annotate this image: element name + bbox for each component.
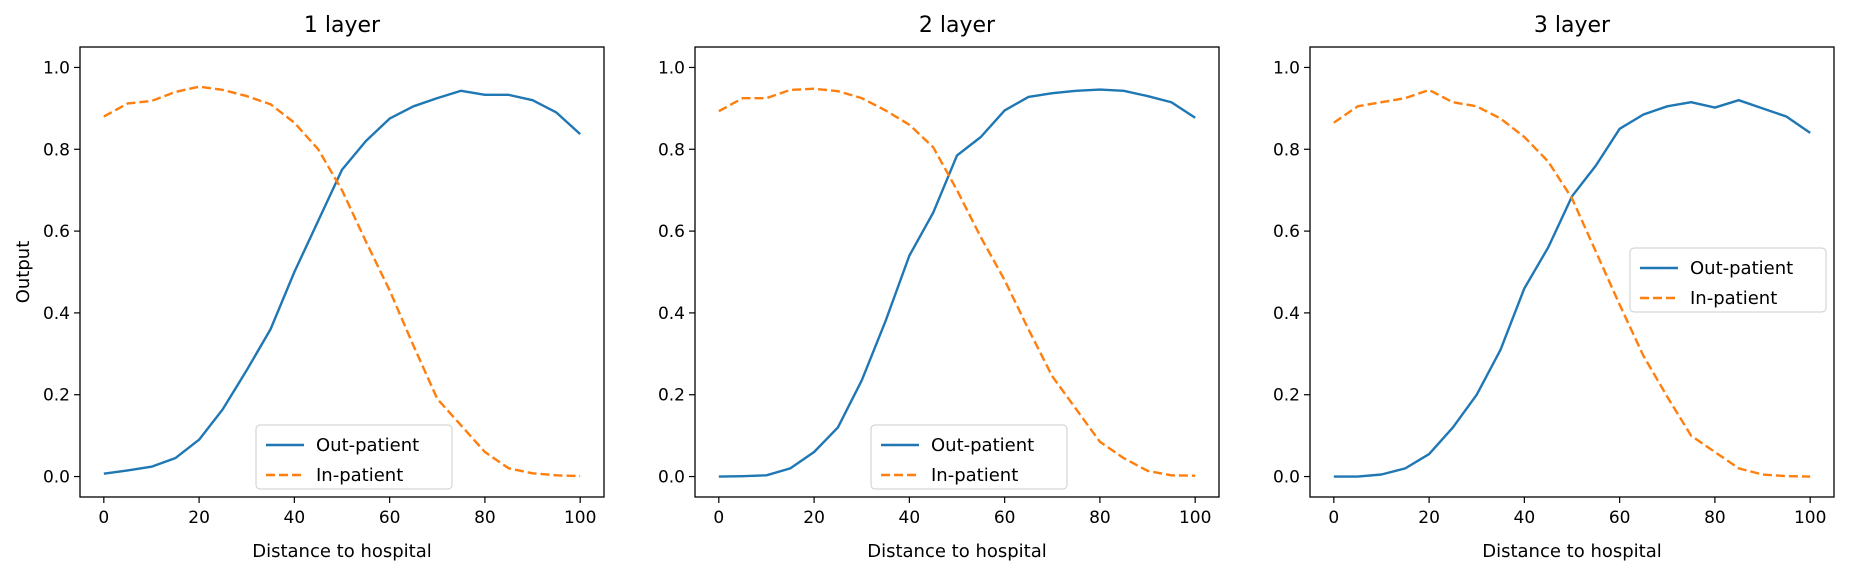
- x-tick-label: 80: [474, 508, 496, 528]
- chart-panel-2: 0 20 40 60 80 100 0.0 0.2 0.4 0.6 0.8 1.0 2 layer Dis…: [658, 13, 1220, 562]
- y-tick-label: 0.6: [43, 222, 70, 242]
- y-tick-label: 0.4: [1273, 304, 1300, 324]
- y-tick-label: 0.4: [658, 304, 685, 324]
- x-tick-label: 20: [803, 508, 825, 528]
- y-tick-label: 0.6: [658, 222, 685, 242]
- chart-panel-3: 0 20 40 60 80 100 0.0 0.2 0.4 0.6 0.8 1.0 3 layer Dis…: [1273, 13, 1835, 562]
- series-line-in-patient: [1333, 88, 1811, 478]
- y-tick-label: 0.0: [658, 468, 685, 488]
- y-tick-label: 0.8: [658, 140, 685, 160]
- y-tick-label: 0.2: [658, 386, 685, 406]
- x-tick-label: 20: [188, 508, 210, 528]
- x-tick-label: 0: [713, 508, 724, 528]
- y-tick-label: 0.6: [1273, 222, 1300, 242]
- x-axis-label: Distance to hospital: [867, 541, 1047, 562]
- x-tick-label: 0: [98, 508, 109, 528]
- chart-panel-1: 0 20 40 60 80 100 0.0 0.2 0.4 0.6 0.8 1.0 1 layer Dis…: [13, 13, 605, 562]
- legend: Out-patient In-patient: [870, 424, 1068, 490]
- x-tick-label: 60: [379, 508, 401, 528]
- y-tick-label: 0.8: [43, 140, 70, 160]
- y-tick-label: 0.2: [43, 386, 70, 406]
- y-tick-label: 0.0: [43, 468, 70, 488]
- legend-label: Out-patient: [1690, 258, 1793, 279]
- x-tick-label: 60: [1609, 508, 1631, 528]
- x-tick-label: 80: [1089, 508, 1111, 528]
- x-tick-label: 100: [1794, 508, 1826, 528]
- series-line-out-patient: [103, 89, 581, 475]
- chart-title: 3 layer: [1534, 13, 1611, 38]
- legend: Out-patient In-patient: [1629, 247, 1827, 313]
- y-tick-label: 1.0: [658, 58, 685, 78]
- x-tick-label: 40: [899, 508, 921, 528]
- x-tick-label: 20: [1418, 508, 1440, 528]
- y-tick-label: 1.0: [1273, 58, 1300, 78]
- y-tick-label: 1.0: [43, 58, 70, 78]
- legend-box: [870, 424, 1068, 490]
- legend-label: Out-patient: [931, 435, 1034, 456]
- series-line-in-patient: [718, 87, 1196, 477]
- legend-label: In-patient: [316, 465, 403, 486]
- x-axis-label: Distance to hospital: [252, 541, 432, 562]
- axes-frame: [1309, 46, 1835, 498]
- series-line-in-patient: [103, 85, 581, 478]
- legend-box: [255, 424, 453, 490]
- y-tick-label: 0.0: [1273, 468, 1300, 488]
- x-tick-label: 60: [994, 508, 1016, 528]
- legend: Out-patient In-patient: [255, 424, 453, 490]
- legend-box: [1629, 247, 1827, 313]
- x-axis-label: Distance to hospital: [1482, 541, 1662, 562]
- x-tick-label: 100: [1179, 508, 1211, 528]
- legend-label: In-patient: [931, 465, 1018, 486]
- y-tick-label: 0.2: [1273, 386, 1300, 406]
- y-tick-label: 0.4: [43, 304, 70, 324]
- x-tick-label: 100: [564, 508, 596, 528]
- legend-label: In-patient: [1690, 288, 1777, 309]
- x-tick-label: 40: [1514, 508, 1536, 528]
- legend-label: Out-patient: [316, 435, 419, 456]
- x-tick-label: 0: [1328, 508, 1339, 528]
- x-tick-label: 80: [1704, 508, 1726, 528]
- axes-frame: [694, 46, 1220, 498]
- y-axis-label: Output: [13, 241, 34, 304]
- chart-title: 2 layer: [919, 13, 996, 38]
- y-tick-label: 0.8: [1273, 140, 1300, 160]
- axes-frame: [79, 46, 605, 498]
- x-tick-label: 40: [284, 508, 306, 528]
- series-line-out-patient: [718, 88, 1196, 478]
- chart-title: 1 layer: [304, 13, 381, 38]
